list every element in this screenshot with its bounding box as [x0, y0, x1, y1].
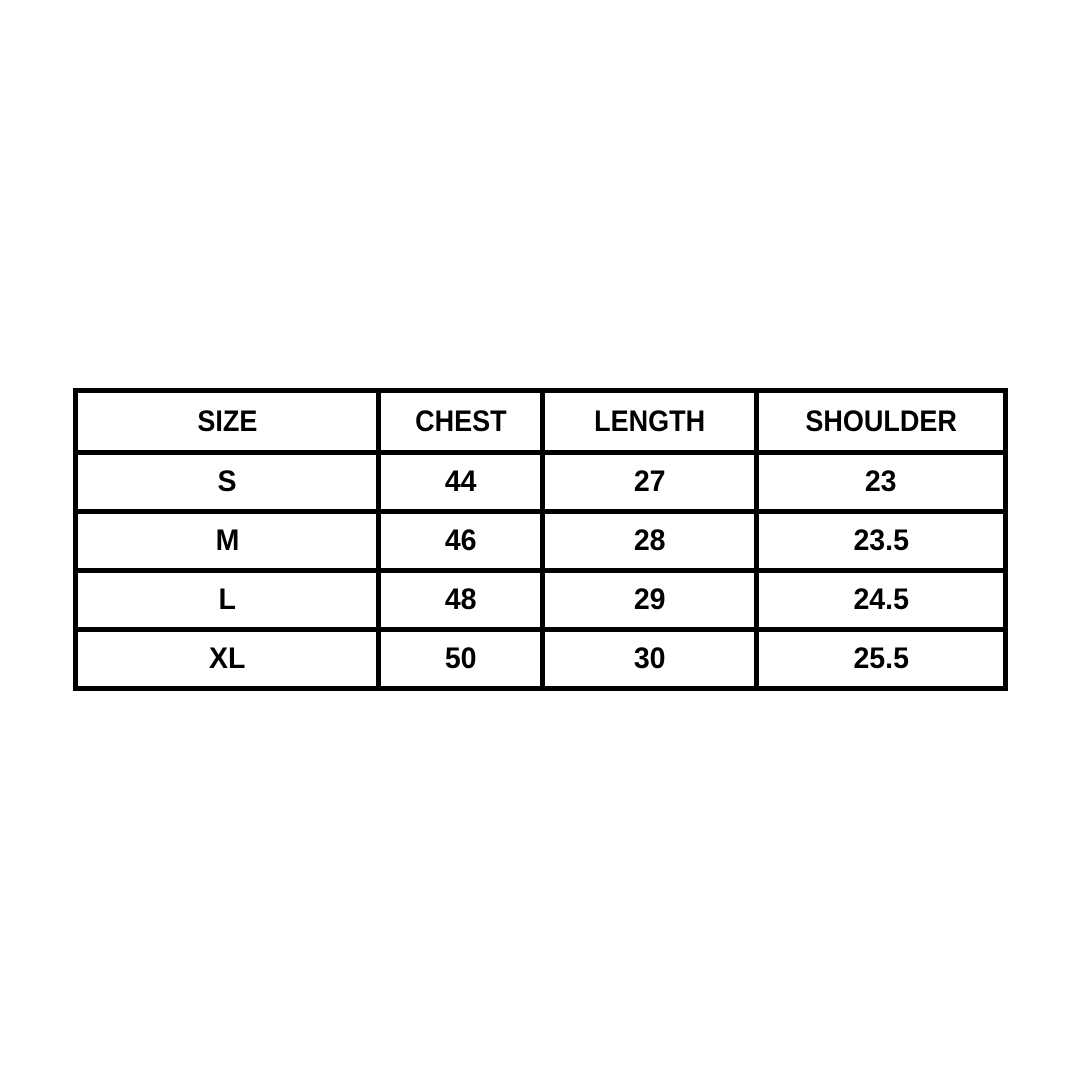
- header-cell-length: LENGTH: [539, 388, 759, 455]
- cell-size: XL: [72, 627, 382, 691]
- cell-chest: 44: [376, 450, 545, 514]
- chest-value: 44: [444, 465, 477, 498]
- size-value: S: [217, 465, 237, 498]
- chest-value: 46: [444, 524, 477, 557]
- shoulder-value: 24.5: [853, 583, 909, 616]
- cell-shoulder: 24.5: [753, 568, 1009, 632]
- cell-length: 30: [539, 627, 759, 691]
- chest-value: 50: [444, 642, 477, 675]
- cell-size: S: [72, 450, 382, 514]
- cell-length: 29: [539, 568, 759, 632]
- header-cell-chest: CHEST: [376, 388, 545, 455]
- table-row: L 48 29 24.5: [72, 568, 1009, 632]
- size-chart-table: SIZE CHEST LENGTH SHOULDER S 44 27 23 M …: [72, 388, 1009, 691]
- size-value: XL: [208, 642, 246, 675]
- header-label-shoulder: SHOULDER: [805, 404, 957, 438]
- cell-length: 27: [539, 450, 759, 514]
- header-row: SIZE CHEST LENGTH SHOULDER: [72, 388, 1009, 455]
- cell-size: L: [72, 568, 382, 632]
- cell-size: M: [72, 509, 382, 573]
- header-cell-size: SIZE: [72, 388, 382, 455]
- header-label-size: SIZE: [197, 404, 258, 438]
- header-label-chest: CHEST: [414, 404, 507, 438]
- shoulder-value: 23: [865, 465, 897, 498]
- size-value: L: [218, 583, 236, 616]
- shoulder-value: 25.5: [853, 642, 909, 675]
- header-cell-shoulder: SHOULDER: [753, 388, 1009, 455]
- length-value: 28: [633, 524, 666, 557]
- table-row: XL 50 30 25.5: [72, 627, 1009, 691]
- cell-shoulder: 23: [753, 450, 1009, 514]
- length-value: 27: [633, 465, 666, 498]
- shoulder-value: 23.5: [853, 524, 909, 557]
- table-row: S 44 27 23: [72, 450, 1009, 514]
- cell-shoulder: 25.5: [753, 627, 1009, 691]
- cell-chest: 48: [376, 568, 545, 632]
- chest-value: 48: [444, 583, 477, 616]
- length-value: 29: [633, 583, 666, 616]
- cell-chest: 50: [376, 627, 545, 691]
- size-value: M: [215, 524, 239, 557]
- table-row: M 46 28 23.5: [72, 509, 1009, 573]
- header-label-length: LENGTH: [593, 404, 705, 438]
- cell-chest: 46: [376, 509, 545, 573]
- length-value: 30: [633, 642, 666, 675]
- cell-shoulder: 23.5: [753, 509, 1009, 573]
- cell-length: 28: [539, 509, 759, 573]
